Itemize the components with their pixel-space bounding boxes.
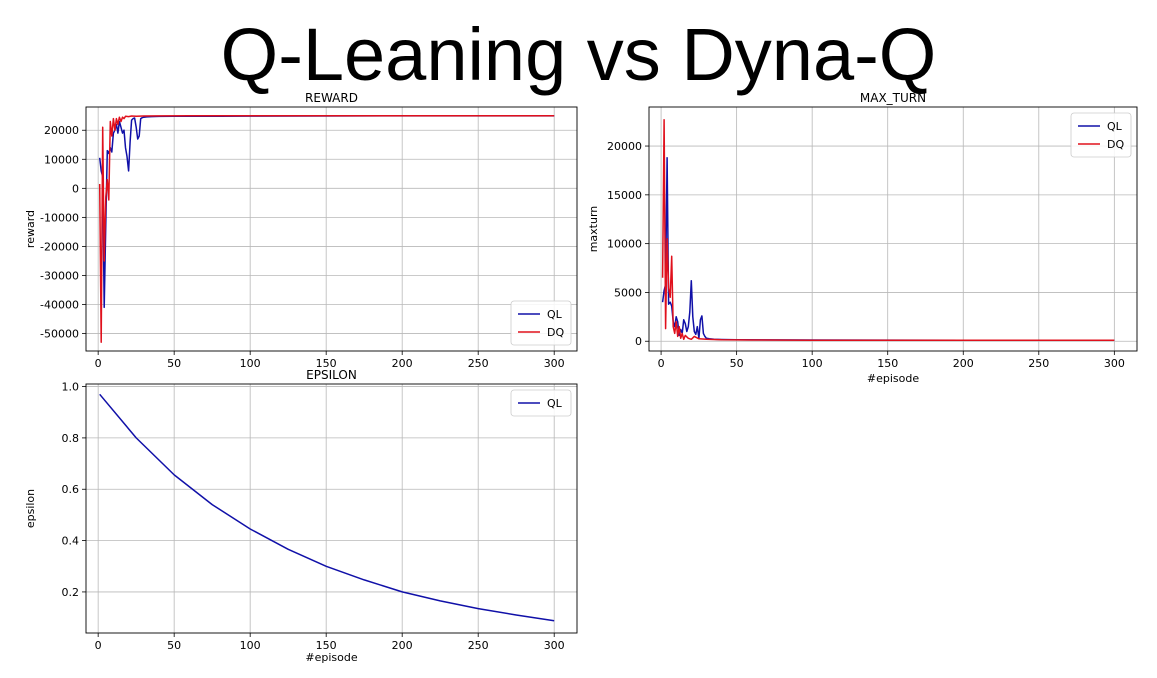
y-tick-label: 15000: [607, 189, 642, 202]
x-tick-label: 100: [240, 639, 261, 652]
y-tick-label: -40000: [40, 299, 79, 312]
x-tick-label: 0: [658, 357, 665, 370]
plot-frame: [85, 383, 578, 634]
x-tick-label: 50: [730, 357, 744, 370]
x-tick-label: 150: [316, 357, 337, 370]
x-tick-label: 300: [1104, 357, 1125, 370]
reward-chart: 0 50 100 150 200 250 300 -50000 -40000 -30000 -200…: [24, 91, 578, 370]
y-tick-label: -30000: [40, 269, 79, 282]
max_turn-title: MAX_TURN: [860, 91, 926, 105]
legend-box: [510, 300, 572, 346]
x-tick-label: 100: [240, 357, 261, 370]
series-line-ql: [99, 393, 555, 622]
series-line-dq: [661, 118, 1115, 342]
y-tick-label: 0.4: [62, 535, 80, 548]
y-tick-label: 10000: [44, 153, 79, 166]
max_turn-x-axis-label: #episode: [867, 372, 919, 385]
reward-legend: QL DQ: [510, 300, 572, 346]
y-tick-label: 0: [635, 335, 642, 348]
x-tick-label: 100: [802, 357, 823, 370]
y-tick-label: -20000: [40, 240, 79, 253]
y-tick-label: 1.0: [62, 381, 80, 394]
reward-title: REWARD: [305, 91, 358, 105]
y-tick-label: 0.6: [62, 483, 80, 496]
legend-box: [510, 389, 572, 417]
legend-label-ql: QL: [1107, 120, 1123, 133]
legend-label-ql: QL: [547, 397, 563, 410]
x-tick-label: 150: [877, 357, 898, 370]
max_turn-chart: 0 50 100 150 200 250 300 0 5000 10000 15000 20000 MA…: [587, 91, 1138, 385]
y-tick-label: -50000: [40, 328, 79, 341]
y-tick-label: 0.8: [62, 432, 80, 445]
x-tick-label: 250: [468, 357, 489, 370]
y-tick-label: 20000: [44, 124, 79, 137]
x-tick-label: 150: [316, 639, 337, 652]
max_turn-y-axis-label: maxturn: [587, 206, 600, 253]
series-line-ql: [661, 157, 1115, 342]
x-tick-label: 50: [167, 639, 181, 652]
x-tick-label: 300: [544, 357, 565, 370]
y-tick-label: 5000: [614, 286, 642, 299]
page-title: Q-Leaning vs Dyna-Q: [220, 13, 937, 96]
y-tick-label: 0: [72, 182, 79, 195]
y-tick-label: 20000: [607, 140, 642, 153]
x-tick-label: 250: [1028, 357, 1049, 370]
x-tick-label: 0: [95, 639, 102, 652]
max_turn-legend: QL DQ: [1070, 112, 1132, 158]
x-tick-label: 0: [95, 357, 102, 370]
epsilon-y-axis-label: epsilon: [24, 489, 37, 528]
x-tick-label: 200: [392, 357, 413, 370]
x-tick-label: 200: [953, 357, 974, 370]
plot-frame: [85, 106, 578, 352]
legend-label-ql: QL: [547, 308, 563, 321]
x-tick-label: 300: [544, 639, 565, 652]
legend-label-dq: DQ: [547, 326, 564, 339]
epsilon-chart: 0 50 100 150 200 250 300 0.2 0.4 0.6 0.8 1.0 EPSILON…: [24, 368, 578, 664]
x-tick-label: 250: [468, 639, 489, 652]
series-line-ql: [98, 115, 555, 309]
series-line-dq: [98, 114, 555, 344]
y-tick-label: 0.2: [62, 586, 80, 599]
epsilon-title: EPSILON: [306, 368, 357, 382]
reward-y-axis-label: reward: [24, 210, 37, 248]
y-tick-label: -10000: [40, 211, 79, 224]
epsilon-x-axis-label: #episode: [305, 651, 357, 664]
y-tick-label: 10000: [607, 238, 642, 251]
x-tick-label: 200: [392, 639, 413, 652]
legend-box: [1070, 112, 1132, 158]
x-tick-label: 50: [167, 357, 181, 370]
epsilon-legend: QL: [510, 389, 572, 417]
plot-frame: [648, 106, 1138, 352]
legend-label-dq: DQ: [1107, 138, 1124, 151]
